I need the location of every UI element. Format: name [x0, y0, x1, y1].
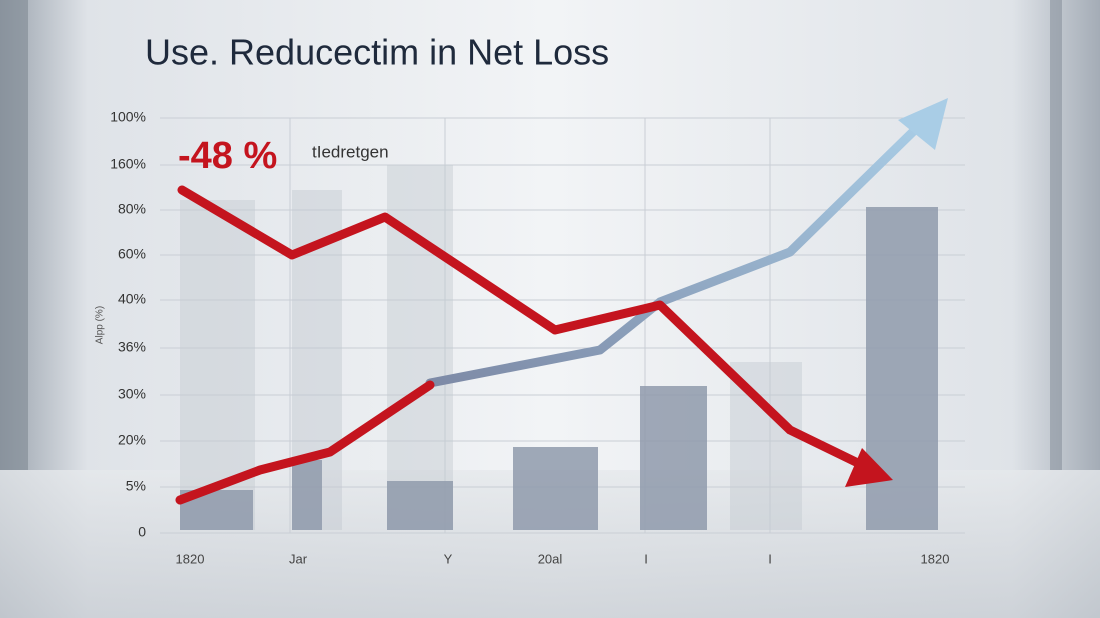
y-axis-title: Alpp (%)	[95, 306, 106, 344]
y-tick-label: 60%	[118, 246, 146, 262]
y-tick-label: 36%	[118, 339, 146, 355]
grid	[160, 117, 965, 534]
x-tick-label: Jar	[289, 551, 308, 566]
y-tick-label: 80%	[118, 201, 146, 217]
annotation-label: tIedretgen	[312, 142, 389, 161]
x-tick-label: I	[768, 551, 772, 566]
y-tick-label: 100%	[110, 109, 146, 125]
y-tick-label: 5%	[126, 478, 146, 494]
x-tick-label: 1820	[176, 551, 205, 566]
annotation-value: -48 %	[178, 135, 277, 177]
title: Use. Reducectim in Net Loss	[145, 32, 609, 73]
lines	[175, 98, 948, 505]
x-tick-label: 20al	[538, 551, 563, 566]
y-tick-label: 40%	[118, 291, 146, 307]
y-tick-label: 30%	[118, 386, 146, 402]
x-tick-label: 1820	[921, 551, 950, 566]
window-frame	[1050, 0, 1062, 470]
y-tick-label: 0	[138, 524, 146, 540]
y-ticks: 100% 160% 80% 60% 40% 36% 30% 20% 5% 0	[110, 109, 146, 540]
x-tick-label: I	[644, 551, 648, 566]
window-frame	[0, 0, 28, 470]
y-tick-label: 160%	[110, 156, 146, 172]
x-tick-label: Y	[444, 551, 453, 566]
x-ticks: 1820 Jar Y 20al I I 1820	[176, 551, 950, 566]
y-tick-label: 20%	[118, 432, 146, 448]
